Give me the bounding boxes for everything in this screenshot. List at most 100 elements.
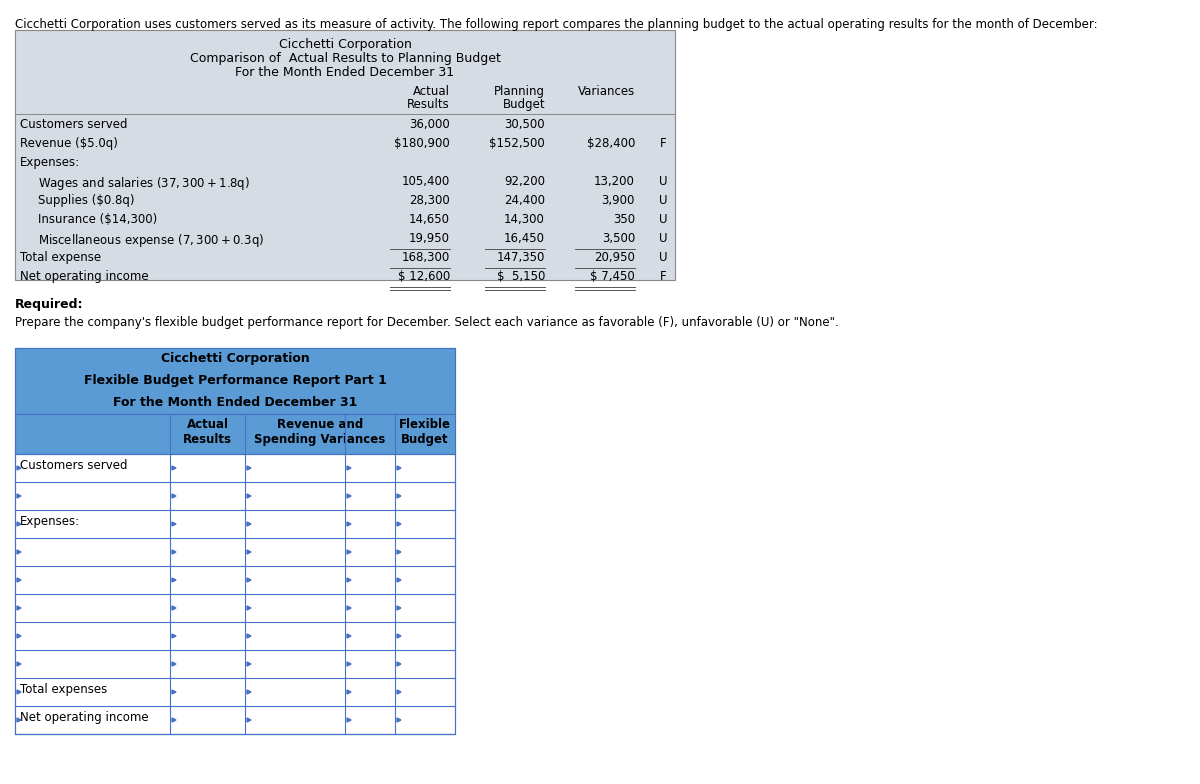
Polygon shape	[397, 718, 401, 722]
Text: 350: 350	[613, 213, 635, 226]
Polygon shape	[172, 718, 176, 722]
Text: Revenue ($5.0q): Revenue ($5.0q)	[20, 137, 118, 150]
Text: 36,000: 36,000	[409, 118, 450, 131]
Polygon shape	[347, 494, 352, 498]
Text: 19,950: 19,950	[409, 232, 450, 245]
Text: 30,500: 30,500	[504, 118, 545, 131]
Polygon shape	[347, 550, 352, 554]
Polygon shape	[397, 522, 401, 526]
Text: $152,500: $152,500	[490, 137, 545, 150]
Polygon shape	[172, 466, 176, 470]
Polygon shape	[172, 494, 176, 498]
Text: For the Month Ended December 31: For the Month Ended December 31	[113, 396, 358, 409]
Text: Supplies ($0.8q): Supplies ($0.8q)	[38, 194, 134, 207]
Polygon shape	[397, 662, 401, 666]
Text: 3,900: 3,900	[601, 194, 635, 207]
Text: Wages and salaries ($37,300 + $1.8q): Wages and salaries ($37,300 + $1.8q)	[38, 175, 250, 192]
Polygon shape	[17, 690, 22, 694]
Text: Total expense: Total expense	[20, 251, 101, 264]
Polygon shape	[347, 606, 352, 610]
Polygon shape	[172, 690, 176, 694]
Text: 16,450: 16,450	[504, 232, 545, 245]
Text: Variances: Variances	[577, 85, 635, 98]
Polygon shape	[347, 578, 352, 582]
Polygon shape	[247, 494, 251, 498]
Text: Budget: Budget	[503, 98, 545, 111]
Polygon shape	[397, 634, 401, 638]
Text: 20,950: 20,950	[594, 251, 635, 264]
Text: 3,500: 3,500	[601, 232, 635, 245]
Text: Net operating income: Net operating income	[20, 270, 149, 283]
Polygon shape	[347, 466, 352, 470]
Polygon shape	[17, 634, 22, 638]
Polygon shape	[17, 662, 22, 666]
Polygon shape	[17, 718, 22, 722]
Polygon shape	[17, 578, 22, 582]
Polygon shape	[247, 606, 251, 610]
Text: For the Month Ended December 31: For the Month Ended December 31	[235, 66, 455, 79]
Polygon shape	[17, 606, 22, 610]
Polygon shape	[17, 466, 22, 470]
Text: 92,200: 92,200	[504, 175, 545, 188]
Polygon shape	[172, 550, 176, 554]
Polygon shape	[172, 578, 176, 582]
Text: U: U	[659, 213, 667, 226]
Text: Cicchetti Corporation uses customers served as its measure of activity. The foll: Cicchetti Corporation uses customers ser…	[14, 18, 1098, 31]
Text: $180,900: $180,900	[395, 137, 450, 150]
Text: F: F	[660, 137, 666, 150]
Bar	[14, 454, 455, 734]
Polygon shape	[17, 522, 22, 526]
Text: 168,300: 168,300	[402, 251, 450, 264]
Polygon shape	[247, 578, 251, 582]
Polygon shape	[172, 606, 176, 610]
Text: Comparison of  Actual Results to Planning Budget: Comparison of Actual Results to Planning…	[190, 52, 500, 65]
Text: U: U	[659, 194, 667, 207]
Text: Actual: Actual	[413, 85, 450, 98]
Polygon shape	[397, 494, 401, 498]
Polygon shape	[172, 634, 176, 638]
Text: 14,300: 14,300	[504, 213, 545, 226]
Text: 105,400: 105,400	[402, 175, 450, 188]
Polygon shape	[172, 662, 176, 666]
Text: Revenue and
Spending Variances: Revenue and Spending Variances	[254, 418, 385, 446]
Text: 14,650: 14,650	[409, 213, 450, 226]
Bar	[14, 414, 455, 454]
Text: Expenses:: Expenses:	[20, 515, 80, 528]
Text: $ 12,600: $ 12,600	[397, 270, 450, 283]
Polygon shape	[397, 466, 401, 470]
Polygon shape	[347, 634, 352, 638]
Text: Insurance ($14,300): Insurance ($14,300)	[38, 213, 157, 226]
Text: Results: Results	[407, 98, 450, 111]
Text: $28,400: $28,400	[587, 137, 635, 150]
Text: Customers served: Customers served	[20, 459, 127, 472]
Text: U: U	[659, 251, 667, 264]
Polygon shape	[17, 494, 22, 498]
Text: U: U	[659, 175, 667, 188]
Polygon shape	[347, 662, 352, 666]
Polygon shape	[247, 718, 251, 722]
Polygon shape	[397, 578, 401, 582]
Text: Customers served: Customers served	[20, 118, 127, 131]
Bar	[14, 348, 455, 734]
Text: Planning: Planning	[494, 85, 545, 98]
Text: F: F	[660, 270, 666, 283]
Text: Total expenses: Total expenses	[20, 683, 107, 696]
Polygon shape	[247, 662, 251, 666]
Text: 13,200: 13,200	[594, 175, 635, 188]
Polygon shape	[247, 466, 251, 470]
Polygon shape	[247, 522, 251, 526]
Text: Cicchetti Corporation: Cicchetti Corporation	[278, 38, 412, 51]
Polygon shape	[347, 522, 352, 526]
Text: Flexible
Budget: Flexible Budget	[398, 418, 451, 446]
Text: 28,300: 28,300	[409, 194, 450, 207]
Bar	[14, 348, 455, 414]
Text: $  5,150: $ 5,150	[497, 270, 545, 283]
Text: $ 7,450: $ 7,450	[590, 270, 635, 283]
Polygon shape	[172, 522, 176, 526]
Text: U: U	[659, 232, 667, 245]
Polygon shape	[397, 690, 401, 694]
Polygon shape	[247, 550, 251, 554]
Text: Actual
Results: Actual Results	[182, 418, 232, 446]
Polygon shape	[397, 550, 401, 554]
Bar	[14, 30, 674, 280]
